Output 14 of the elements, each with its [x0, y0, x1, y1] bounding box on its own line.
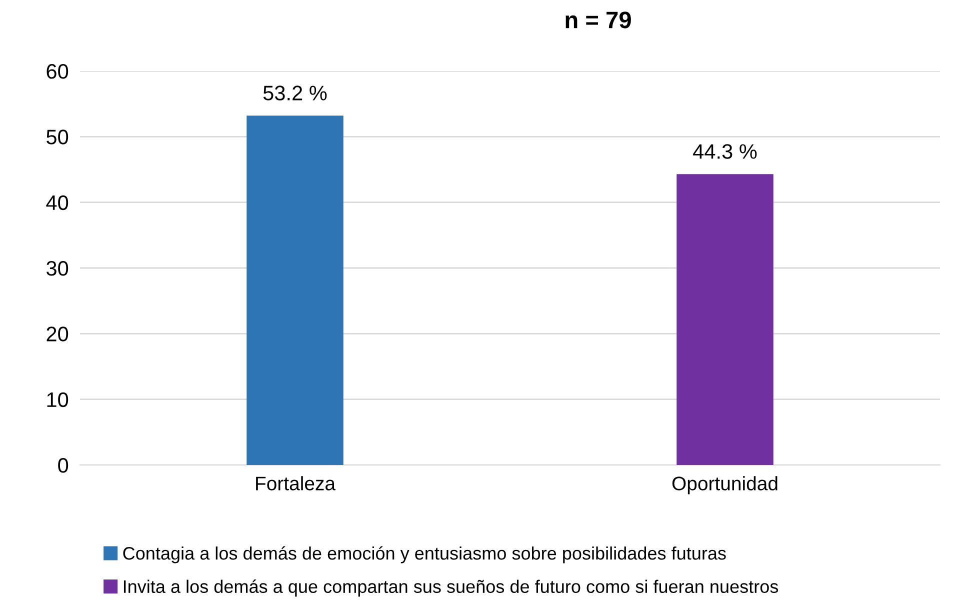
y-tick-label: 20 — [46, 326, 68, 342]
legend-label: Contagia a los demás de emoción y entusiasmo sobre posibilidades futuras — [123, 546, 726, 564]
data-label: 44.3 % — [693, 144, 757, 159]
y-tick-label: 40 — [46, 195, 68, 210]
legend-label: Invita a los demás a que compartan sus sueños de futuro como si fueran nuestros — [124, 580, 778, 597]
y-tick-label: 10 — [47, 392, 68, 408]
x-tick-label: Oportunidad — [672, 476, 778, 494]
y-tick-label: 0 — [58, 458, 68, 473]
x-tick-label: Fortaleza — [256, 476, 336, 490]
y-tick-label: 50 — [46, 130, 68, 144]
chart-title: n = 79 — [566, 12, 631, 28]
y-tick-label: 60 — [46, 64, 68, 79]
data-label: 53.2 % — [263, 86, 327, 100]
y-tick-label: 30 — [46, 261, 68, 276]
